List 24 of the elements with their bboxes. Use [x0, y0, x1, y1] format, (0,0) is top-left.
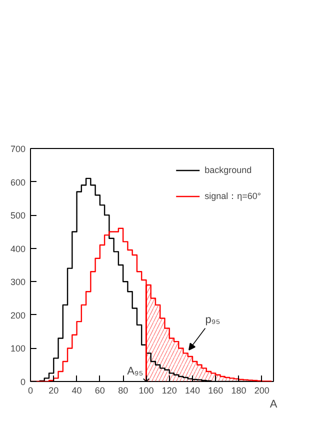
x-tick-label: 200 — [254, 386, 270, 396]
legend-label: signal：η=60° — [204, 190, 261, 202]
y-tick-label: 300 — [10, 277, 26, 288]
x-tick-label: 160 — [208, 386, 224, 396]
y-tick-label: 500 — [10, 210, 26, 221]
x-axis-title: A — [270, 398, 278, 410]
x-tick-label: 100 — [138, 386, 154, 396]
x-tick-label: 20 — [48, 386, 59, 396]
x-tick-label: 140 — [184, 386, 200, 396]
x-tick-label: 40 — [72, 386, 82, 396]
y-tick-label: 0 — [20, 377, 26, 387]
x-tick-label: 180 — [231, 386, 246, 396]
x-tick-label: 0 — [28, 386, 34, 396]
y-tick-label: 100 — [10, 344, 26, 354]
annotation: A₉₅ — [127, 366, 144, 378]
y-tick-label: 700 — [10, 144, 26, 154]
y-tick-label: 200 — [10, 310, 26, 320]
x-tick-label: 60 — [94, 386, 105, 396]
x-tick-label: 80 — [118, 386, 128, 396]
x-tick-label: 120 — [162, 386, 177, 396]
annotation: p₉₅ — [205, 314, 220, 326]
y-tick-label: 400 — [10, 244, 26, 254]
y-tick-label: 600 — [10, 177, 26, 188]
legend-label: background — [204, 165, 252, 175]
